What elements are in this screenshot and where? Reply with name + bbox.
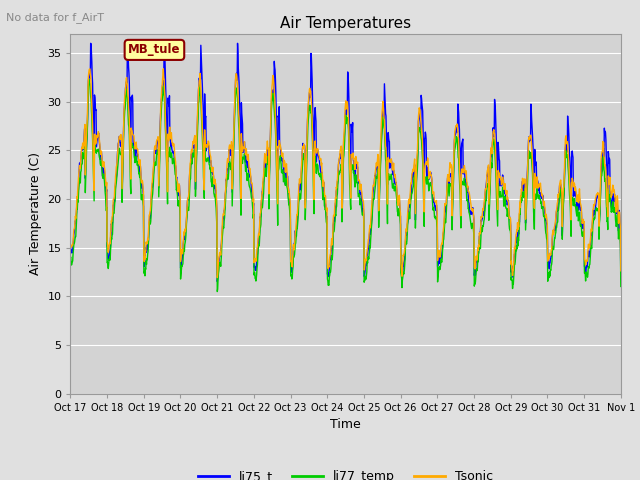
Tsonic — [213, 275, 221, 280]
li75_t — [67, 243, 74, 249]
li75_t — [176, 191, 184, 196]
Text: No data for f_AirT: No data for f_AirT — [6, 12, 104, 23]
Tsonic — [67, 242, 74, 248]
li77_temp — [432, 216, 440, 221]
X-axis label: Time: Time — [330, 418, 361, 431]
li77_temp — [252, 276, 259, 281]
Text: MB_tule: MB_tule — [128, 43, 180, 56]
li75_t — [617, 276, 625, 282]
Line: li77_temp: li77_temp — [70, 80, 621, 291]
li77_temp — [552, 225, 560, 231]
li75_t — [189, 143, 197, 149]
li75_t — [432, 207, 440, 213]
li77_temp — [504, 211, 511, 216]
Line: li75_t: li75_t — [70, 43, 621, 282]
Tsonic — [504, 194, 511, 200]
li77_temp — [189, 150, 197, 156]
Tsonic — [552, 209, 560, 215]
li77_temp — [67, 255, 74, 261]
li75_t — [213, 279, 221, 285]
li77_temp — [85, 77, 93, 83]
Line: Tsonic: Tsonic — [70, 69, 621, 277]
Tsonic — [617, 268, 625, 274]
Tsonic — [432, 200, 440, 205]
Tsonic — [159, 66, 167, 72]
li77_temp — [176, 206, 184, 212]
li77_temp — [617, 284, 625, 289]
li75_t — [87, 40, 95, 46]
li75_t — [252, 267, 259, 273]
Tsonic — [176, 191, 184, 196]
Tsonic — [189, 139, 197, 144]
Title: Air Temperatures: Air Temperatures — [280, 16, 411, 31]
li75_t — [504, 200, 511, 205]
Y-axis label: Air Temperature (C): Air Temperature (C) — [29, 152, 42, 275]
li77_temp — [213, 288, 221, 294]
li75_t — [552, 214, 560, 220]
Legend: li75_t, li77_temp, Tsonic: li75_t, li77_temp, Tsonic — [193, 465, 499, 480]
Tsonic — [252, 257, 259, 263]
